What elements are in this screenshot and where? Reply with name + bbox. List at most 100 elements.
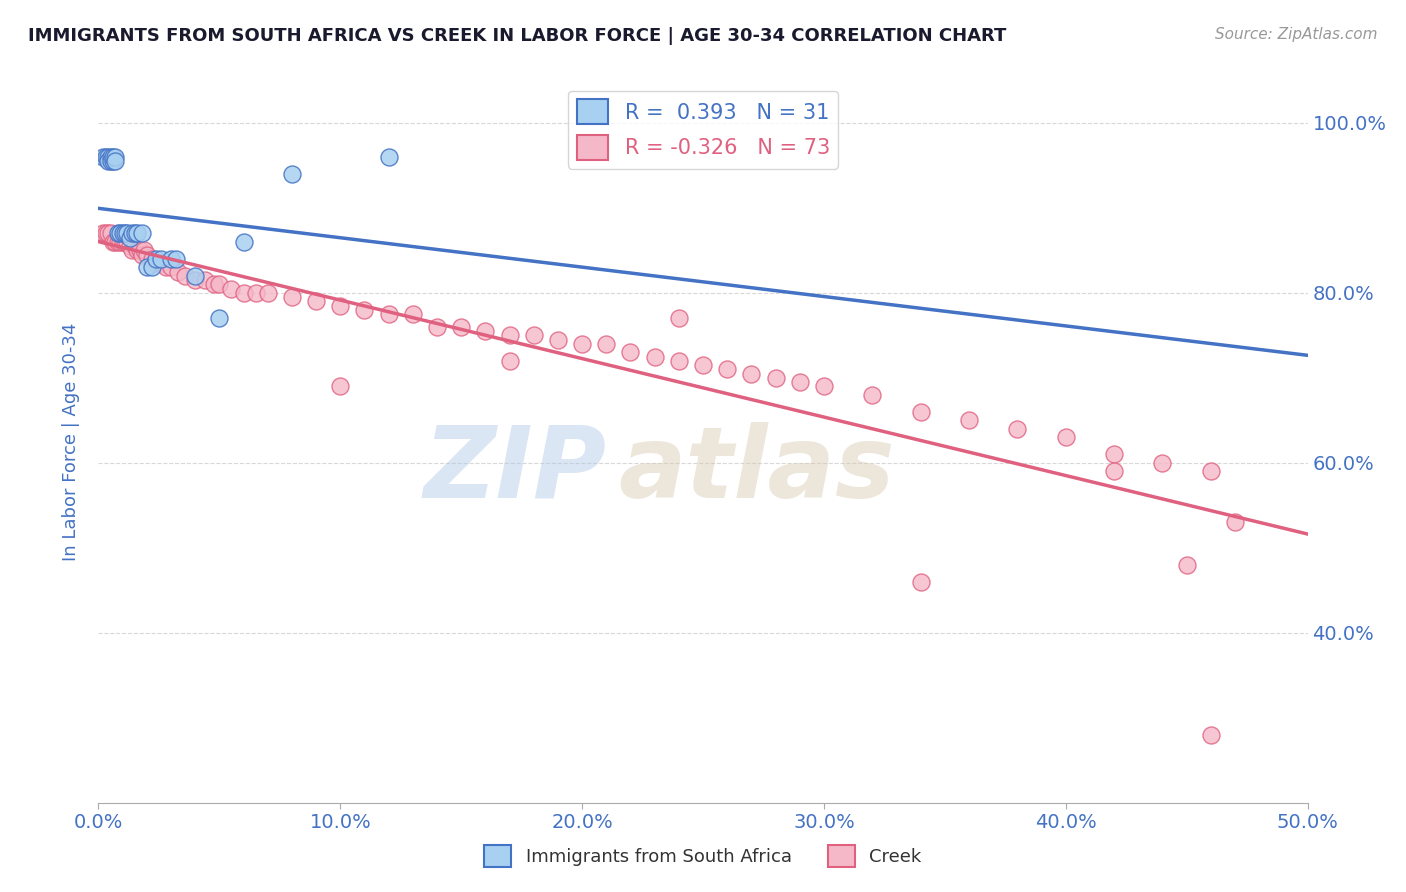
Point: [117, 227, 139, 241]
Point: [194, 273, 217, 287]
Point: [329, 379, 352, 393]
Text: atlas: atlas: [619, 422, 894, 519]
Point: [167, 264, 190, 278]
Point: [100, 227, 122, 241]
Point: [128, 244, 150, 258]
Point: [1102, 464, 1125, 478]
Point: [141, 252, 163, 266]
Point: [184, 268, 207, 283]
Point: [232, 235, 254, 249]
Point: [91, 227, 114, 241]
Legend: R =  0.393   N = 31, R = -0.326   N = 73: R = 0.393 N = 31, R = -0.326 N = 73: [568, 91, 838, 169]
Point: [121, 244, 143, 258]
Point: [1102, 447, 1125, 461]
Point: [256, 285, 278, 300]
Point: [141, 260, 163, 275]
Point: [1152, 456, 1174, 470]
Point: [155, 260, 177, 275]
Point: [97, 227, 120, 241]
Point: [208, 277, 231, 292]
Point: [135, 247, 157, 261]
Point: [740, 367, 762, 381]
Point: [165, 252, 187, 266]
Point: [813, 379, 835, 393]
Point: [571, 336, 593, 351]
Point: [104, 235, 127, 249]
Point: [160, 260, 183, 275]
Point: [114, 235, 136, 249]
Point: [450, 319, 472, 334]
Point: [498, 328, 520, 343]
Point: [100, 150, 122, 164]
Point: [305, 294, 328, 309]
Point: [111, 227, 134, 241]
Point: [160, 252, 183, 266]
Point: [131, 247, 153, 261]
Point: [377, 307, 399, 321]
Point: [121, 227, 143, 241]
Point: [474, 324, 496, 338]
Point: [204, 277, 226, 292]
Point: [127, 227, 149, 241]
Point: [668, 353, 690, 368]
Point: [1199, 728, 1222, 742]
Point: [1054, 430, 1077, 444]
Point: [127, 244, 149, 258]
Y-axis label: In Labor Force | Age 30-34: In Labor Force | Age 30-34: [62, 322, 80, 561]
Point: [426, 319, 449, 334]
Point: [1199, 464, 1222, 478]
Point: [281, 167, 304, 181]
Point: [184, 273, 207, 287]
Point: [789, 375, 811, 389]
Point: [124, 227, 146, 241]
Point: [498, 353, 520, 368]
Point: [595, 336, 617, 351]
Point: [957, 413, 980, 427]
Point: [104, 150, 127, 164]
Point: [765, 371, 787, 385]
Point: [101, 154, 124, 169]
Point: [668, 311, 690, 326]
Point: [174, 268, 197, 283]
Point: [353, 302, 375, 317]
Point: [94, 227, 117, 241]
Point: [131, 227, 153, 241]
Point: [1223, 516, 1246, 530]
Point: [547, 333, 569, 347]
Text: Source: ZipAtlas.com: Source: ZipAtlas.com: [1215, 27, 1378, 42]
Point: [101, 235, 124, 249]
Point: [145, 256, 167, 270]
Point: [124, 239, 146, 253]
Point: [329, 299, 352, 313]
Point: [1175, 558, 1198, 572]
Point: [135, 260, 157, 275]
Point: [150, 256, 173, 270]
Point: [150, 252, 173, 266]
Point: [221, 281, 243, 295]
Point: [208, 311, 231, 326]
Point: [910, 574, 932, 589]
Point: [1007, 422, 1029, 436]
Point: [114, 227, 136, 241]
Point: [104, 154, 127, 169]
Point: [134, 244, 156, 258]
Point: [118, 230, 141, 244]
Point: [910, 405, 932, 419]
Point: [232, 285, 254, 300]
Point: [100, 154, 122, 169]
Point: [523, 328, 546, 343]
Point: [281, 290, 304, 304]
Point: [97, 150, 120, 164]
Text: IMMIGRANTS FROM SOUTH AFRICA VS CREEK IN LABOR FORCE | AGE 30-34 CORRELATION CHA: IMMIGRANTS FROM SOUTH AFRICA VS CREEK IN…: [28, 27, 1007, 45]
Point: [111, 235, 134, 249]
Point: [644, 350, 666, 364]
Point: [101, 150, 124, 164]
Point: [619, 345, 641, 359]
Point: [402, 307, 425, 321]
Point: [860, 388, 883, 402]
Point: [245, 285, 267, 300]
Point: [108, 235, 131, 249]
Legend: Immigrants from South Africa, Creek: Immigrants from South Africa, Creek: [477, 838, 929, 874]
Point: [692, 358, 714, 372]
Point: [94, 150, 117, 164]
